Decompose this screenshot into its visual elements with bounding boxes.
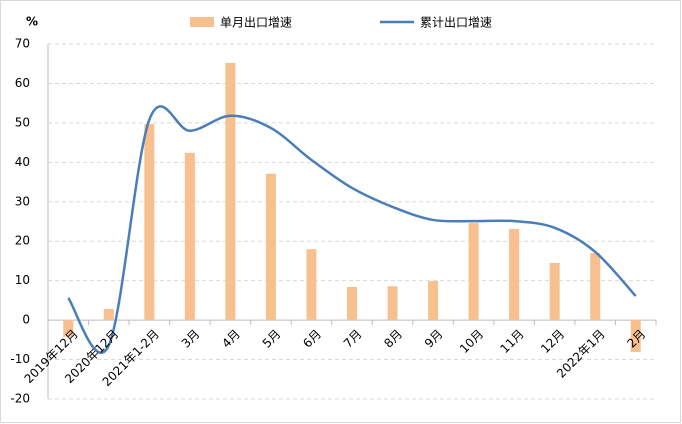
- y-tick-label: 60: [15, 76, 30, 90]
- y-unit: %: [26, 15, 38, 29]
- y-tick-label: 0: [22, 313, 30, 327]
- y-tick-label: -20: [10, 392, 30, 406]
- bar: [347, 286, 357, 321]
- bar: [468, 223, 479, 321]
- y-tick-label: -10: [10, 352, 30, 366]
- legend-label: 单月出口增速: [220, 16, 292, 30]
- y-tick-label: 40: [15, 155, 30, 169]
- y-tick-label: 70: [15, 37, 30, 51]
- bar: [549, 262, 560, 321]
- bar: [63, 320, 74, 337]
- y-tick-label: 10: [15, 273, 30, 287]
- legend-swatch: [190, 17, 214, 27]
- bar: [144, 124, 155, 321]
- bar: [225, 62, 236, 321]
- bar: [306, 249, 317, 321]
- y-tick-label: 30: [15, 194, 30, 208]
- y-tick-label: 50: [15, 115, 30, 129]
- legend-label: 累计出口增速: [420, 16, 492, 30]
- bar: [428, 281, 439, 321]
- bar: [184, 152, 195, 321]
- bar: [509, 228, 520, 321]
- bar: [630, 320, 641, 353]
- bar: [590, 253, 601, 321]
- bar: [387, 286, 398, 321]
- bar: [103, 309, 114, 321]
- bar: [265, 173, 276, 321]
- y-tick-label: 20: [15, 234, 30, 248]
- line: [67, 105, 637, 354]
